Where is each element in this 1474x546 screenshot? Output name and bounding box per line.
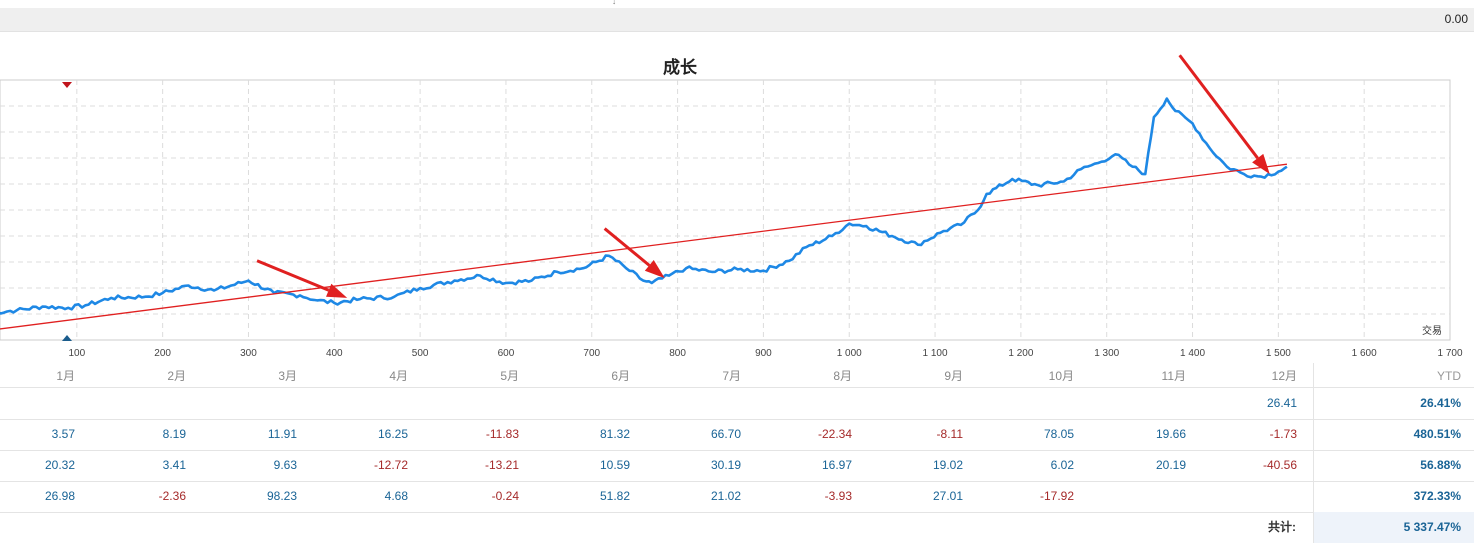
total-label: 共计: xyxy=(1268,520,1296,534)
x-tick-label: 900 xyxy=(755,348,772,359)
month-value: 20.19 xyxy=(1155,458,1186,472)
month-label: 4月 xyxy=(389,369,408,383)
annotation-arrow-icon xyxy=(326,283,348,298)
month-label: 6月 xyxy=(611,369,630,383)
month-label: 11月 xyxy=(1161,369,1186,383)
x-tick-label: 600 xyxy=(498,348,515,359)
month-value: -3.93 xyxy=(824,489,852,503)
annotation-arrow-icon xyxy=(644,259,665,279)
month-label: 3月 xyxy=(278,369,297,383)
x-tick-label: 1 500 xyxy=(1266,348,1291,359)
year-row: 26.41 26.41% xyxy=(0,388,1474,420)
month-value: -1.73 xyxy=(1269,427,1297,441)
year-row: 20.32 3.41 9.63 -12.72 -13.21 10.59 30.19 16.97… xyxy=(0,450,1474,482)
month-value: 20.32 xyxy=(44,458,75,472)
month-value: 3.57 xyxy=(51,427,75,441)
month-label: 10月 xyxy=(1048,369,1074,383)
x-tick-label: 1 100 xyxy=(923,348,948,359)
month-value: 10.59 xyxy=(599,458,630,472)
month-label: 5月 xyxy=(500,369,519,383)
total-value: 5 337.47% xyxy=(1403,520,1461,534)
month-label: 9月 xyxy=(944,369,963,383)
marker-top-icon xyxy=(62,82,72,88)
month-label: 1月 xyxy=(56,369,75,383)
month-value: -2.36 xyxy=(158,489,186,503)
x-tick-label: 1 300 xyxy=(1094,348,1119,359)
x-tick-label: 300 xyxy=(240,348,257,359)
month-value: 51.82 xyxy=(599,489,630,503)
annotation-arrow-shaft xyxy=(256,259,330,292)
x-tick-label: 1 600 xyxy=(1352,348,1377,359)
year-row: 26.98 -2.36 98.23 4.68 -0.24 51.82 21.02 -3.93 2… xyxy=(0,481,1474,513)
annotation-arrow-shaft xyxy=(603,227,651,267)
x-tick-label: 500 xyxy=(412,348,429,359)
chart-title: 成长 xyxy=(663,58,697,77)
month-value: 19.66 xyxy=(1155,427,1186,441)
annotation-arrow-icon xyxy=(1252,153,1270,175)
x-axis-label: 交易 xyxy=(1422,324,1442,337)
month-value: 81.32 xyxy=(599,427,630,441)
month-value: -0.24 xyxy=(491,489,519,503)
month-value: -11.83 xyxy=(485,427,519,441)
month-value: 4.68 xyxy=(384,489,408,503)
x-tick-label: 1 400 xyxy=(1180,348,1205,359)
month-value: 21.02 xyxy=(710,489,741,503)
month-value: 30.19 xyxy=(710,458,741,472)
month-value: 26.41 xyxy=(1266,396,1297,410)
month-value: 19.02 xyxy=(932,458,963,472)
month-value: 8.19 xyxy=(162,427,186,441)
x-tick-label: 1 200 xyxy=(1008,348,1033,359)
month-value: 3.41 xyxy=(162,458,186,472)
month-value: 6.02 xyxy=(1050,458,1074,472)
month-label: 2月 xyxy=(167,369,186,383)
month-value: -17.92 xyxy=(1039,489,1074,503)
x-tick-label: 100 xyxy=(68,348,85,359)
total-row: 共计: 5 337.47% xyxy=(0,512,1474,543)
x-tick-label: 1 000 xyxy=(837,348,862,359)
month-value: 66.70 xyxy=(710,427,741,441)
ytd-value: 56.88% xyxy=(1420,458,1461,472)
month-value: 27.01 xyxy=(932,489,963,503)
growth-chart: 100 200 300 400 500 600 700 800 900 1 000 1 100 1 2… xyxy=(0,54,1463,359)
header-bar: 0.00 xyxy=(0,8,1474,32)
month-value: 9.63 xyxy=(273,458,297,472)
month-value: 26.98 xyxy=(44,489,75,503)
ytd-value: 26.41% xyxy=(1420,396,1461,410)
marker-bottom-icon xyxy=(62,335,72,341)
trend-line xyxy=(0,163,1288,330)
x-tick-label: 200 xyxy=(154,348,171,359)
month-label: 12月 xyxy=(1271,369,1297,383)
month-value: -13.21 xyxy=(484,458,519,472)
ytd-value: 372.33% xyxy=(1413,489,1461,503)
month-value: -40.56 xyxy=(1262,458,1297,472)
month-value: -12.72 xyxy=(373,458,408,472)
top-mark: ↓ xyxy=(612,0,616,6)
month-value: 78.05 xyxy=(1043,427,1074,441)
x-tick-label: 400 xyxy=(326,348,343,359)
growth-series-line xyxy=(0,97,1288,315)
year-row: 3.57 8.19 11.91 16.25 -11.83 81.32 66.70 -22.34… xyxy=(0,419,1474,451)
month-header-row: 1月 2月 3月 4月 5月 6月 7月 8月 9月 10月 11月 12月 YTD xyxy=(0,363,1474,388)
month-value: 16.25 xyxy=(377,427,408,441)
month-value: 16.97 xyxy=(821,458,852,472)
month-label: 7月 xyxy=(722,369,741,383)
ytd-header: YTD xyxy=(1437,369,1461,383)
x-tick-label: 700 xyxy=(583,348,600,359)
month-value: -8.11 xyxy=(936,427,963,441)
header-value: 0.00 xyxy=(1444,12,1468,26)
ytd-value: 480.51% xyxy=(1413,427,1461,441)
month-value: -22.34 xyxy=(817,427,852,441)
x-tick-label: 1 700 xyxy=(1437,348,1462,359)
x-tick-label: 800 xyxy=(669,348,686,359)
annotation-arrow-shaft xyxy=(1178,54,1259,160)
month-value: 98.23 xyxy=(266,489,297,503)
month-value: 11.91 xyxy=(267,427,297,441)
month-label: 8月 xyxy=(833,369,852,383)
